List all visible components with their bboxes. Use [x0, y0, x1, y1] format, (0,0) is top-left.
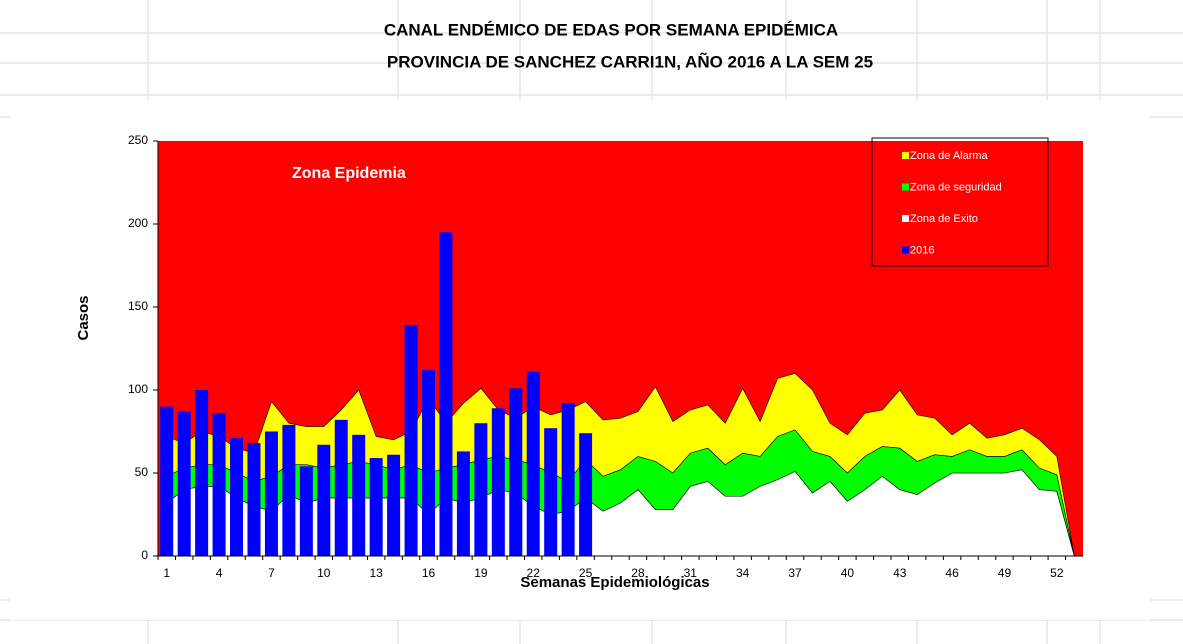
bar — [177, 411, 191, 556]
x-tick-label: 22 — [527, 566, 541, 580]
legend-label: 2016 — [910, 244, 934, 256]
x-tick-label: 25 — [579, 566, 593, 580]
legend-box — [871, 137, 1049, 267]
bar — [579, 433, 593, 556]
bar — [544, 428, 558, 556]
x-tick-label: 16 — [422, 566, 436, 580]
legend-label: Zona de Exito — [910, 213, 978, 225]
x-tick-label: 52 — [1050, 566, 1064, 580]
bar — [387, 454, 401, 556]
y-tick-label: 100 — [128, 382, 148, 396]
bar — [369, 458, 383, 556]
x-tick-label: 10 — [317, 566, 331, 580]
bar — [474, 423, 488, 556]
y-tick-label: 50 — [135, 465, 149, 479]
x-tick-label: 40 — [841, 566, 855, 580]
area-zone — [166, 373, 1075, 557]
bar — [352, 434, 366, 556]
x-tick-label: 7 — [268, 566, 275, 580]
y-tick-label: 0 — [141, 548, 148, 562]
legend-swatch — [902, 152, 909, 159]
bar — [299, 466, 313, 556]
bar — [264, 431, 278, 556]
bar — [195, 390, 209, 556]
x-tick-label: 46 — [945, 566, 959, 580]
bar — [439, 232, 453, 557]
y-tick-label: 150 — [128, 299, 148, 313]
y-tick-label: 200 — [128, 216, 148, 230]
y-tick-label: 250 — [128, 133, 148, 147]
x-tick-label: 49 — [998, 566, 1012, 580]
bar — [230, 438, 244, 556]
chart-title: CANAL ENDÉMICO DE EDAS POR SEMANA EPIDÉM… — [384, 20, 838, 39]
x-tick-label: 19 — [474, 566, 488, 580]
legend-label: Zona de seguridad — [910, 181, 1002, 193]
legend-swatch — [902, 183, 909, 191]
bar — [526, 371, 540, 556]
x-tick-label: 34 — [736, 566, 750, 580]
x-tick-label: 28 — [631, 566, 645, 580]
bar — [456, 451, 470, 556]
bar — [212, 413, 226, 556]
x-tick-label: 4 — [216, 566, 223, 580]
bar — [247, 443, 261, 556]
x-tick-label: 37 — [788, 566, 802, 580]
annotation: Zona Epidemia — [292, 165, 406, 182]
bar — [491, 408, 505, 556]
x-tick-label: 13 — [369, 566, 383, 580]
legend-swatch — [902, 246, 909, 254]
x-tick-label: 1 — [163, 566, 170, 580]
chart-subtitle: PROVINCIA DE SANCHEZ CARRI1N, AÑO 2016 A… — [387, 51, 873, 71]
bar — [509, 388, 523, 556]
x-axis-label: Semanas Epidemiológicas — [520, 574, 709, 591]
y-axis-label: Casos — [75, 295, 92, 340]
x-tick-label: 43 — [893, 566, 907, 580]
legend-swatch — [902, 215, 909, 222]
legend-label: Zona de Alarma — [910, 150, 989, 162]
bar — [404, 325, 418, 556]
bar — [282, 424, 296, 556]
bar — [561, 403, 575, 556]
bar — [422, 370, 436, 556]
x-tick-label: 31 — [684, 566, 698, 580]
bar — [160, 406, 174, 556]
bar — [334, 419, 348, 556]
plot — [158, 141, 1083, 557]
bar — [317, 444, 331, 556]
